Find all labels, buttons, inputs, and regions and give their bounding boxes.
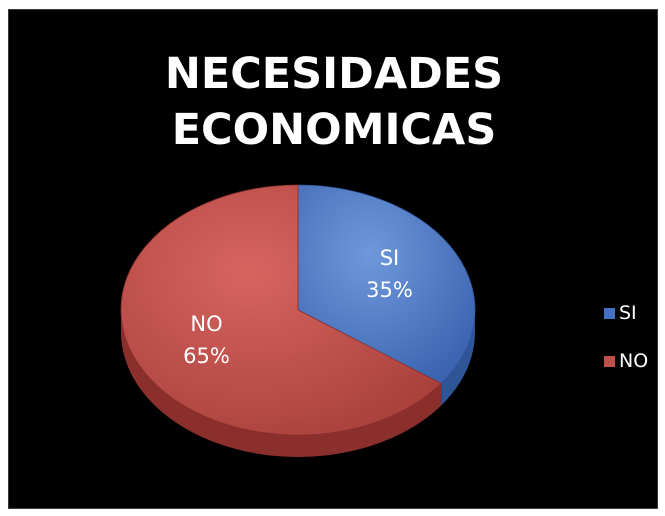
legend-swatch-no — [604, 355, 615, 367]
chart-title: NECESIDADES ECONOMICAS — [0, 46, 665, 158]
pie-slice-si — [297, 184, 476, 384]
slice-value-label-no: 65% — [183, 344, 230, 368]
pie-chart: SI 35% NO 65% — [120, 184, 476, 457]
legend-item-no: NO — [604, 350, 648, 372]
pie-slice-no — [120, 184, 442, 436]
chart-frame: NECESIDADES ECONOMICAS SI 35% NO 65% SI NO — [8, 9, 658, 509]
legend-swatch-si — [604, 307, 615, 319]
slice-name-label-no: NO — [190, 312, 222, 336]
pie-side-si — [441, 310, 475, 406]
legend-label-no: NO — [619, 350, 649, 372]
slice-value-label-si: 35% — [366, 278, 413, 302]
slice-name-label-si: SI — [380, 246, 400, 270]
legend-label-si: SI — [619, 302, 637, 324]
legend-item-si: SI — [604, 302, 637, 324]
chart-title-line-1: NECESIDADES — [164, 49, 504, 99]
chart-title-line-2: ECONOMICAS — [171, 105, 497, 155]
pie-side-no — [121, 310, 442, 457]
